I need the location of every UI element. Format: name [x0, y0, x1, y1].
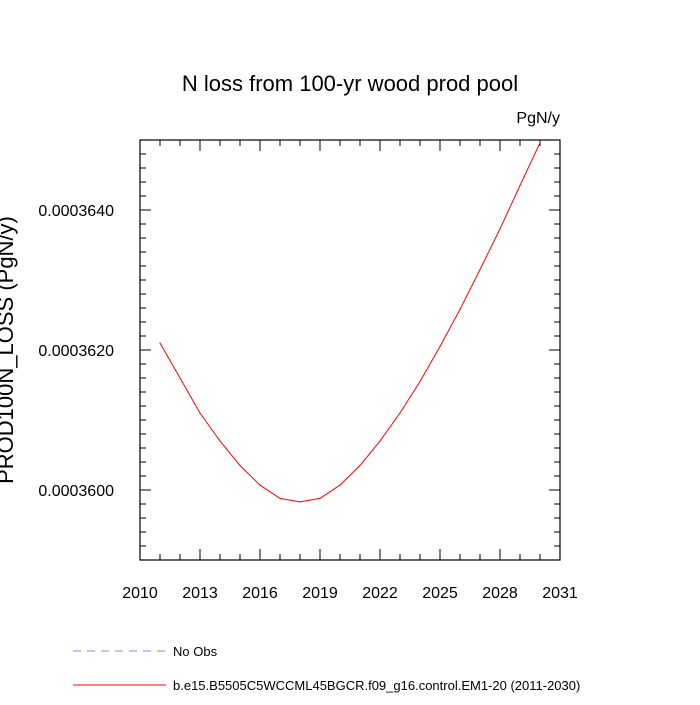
x-tick-label: 2016: [242, 585, 278, 602]
units-label: PgN/y: [516, 110, 560, 127]
series-point: [539, 142, 541, 144]
series-line: [159, 142, 541, 503]
x-tick-label: 2010: [122, 585, 158, 602]
chart-title: N loss from 100-yr wood prod pool: [182, 71, 518, 96]
series-point: [499, 228, 501, 230]
x-tick-label: 2019: [302, 585, 338, 602]
series-point: [439, 345, 441, 348]
y-axis-label: PROD100N_LOSS (PgN/y): [0, 216, 18, 484]
y-tick-label: 0.0003640: [38, 203, 114, 220]
x-tick-label: 2022: [362, 585, 398, 602]
series-point: [519, 184, 521, 187]
series-point: [299, 501, 301, 503]
series-layer: [159, 142, 541, 503]
series-point: [199, 412, 201, 414]
x-tick-label: 2013: [182, 585, 218, 602]
legend-label-no-obs: No Obs: [173, 644, 218, 659]
series-point: [159, 342, 161, 344]
series-point: [319, 497, 321, 499]
series-point: [279, 497, 281, 499]
series-point: [459, 308, 461, 310]
series-point: [379, 440, 381, 442]
series-point: [259, 484, 261, 486]
axis-ticks: 2010 2013 2016 2019 2022 2025 2028 2031 0.000360…: [38, 140, 578, 602]
series-point: [399, 412, 401, 414]
series-point: [179, 377, 181, 379]
series-point: [339, 484, 341, 486]
y-tick-label: 0.0003600: [38, 483, 114, 500]
series-point: [479, 268, 481, 271]
plot-frame: [139, 139, 561, 561]
y-tick-label: 0.0003620: [38, 343, 114, 360]
series-point: [219, 440, 221, 442]
series-point: [359, 464, 361, 467]
legend-label-control: b.e15.B5505C5WCCML45BGCR.f09_g16.control…: [173, 678, 580, 693]
x-tick-label: 2025: [422, 585, 458, 602]
series-point: [239, 464, 241, 467]
series-point: [419, 380, 421, 383]
x-tick-label: 2028: [482, 585, 518, 602]
legend: No Obs b.e15.B5505C5WCCML45BGCR.f09_g16.…: [73, 644, 580, 693]
x-tick-label: 2031: [542, 585, 578, 602]
